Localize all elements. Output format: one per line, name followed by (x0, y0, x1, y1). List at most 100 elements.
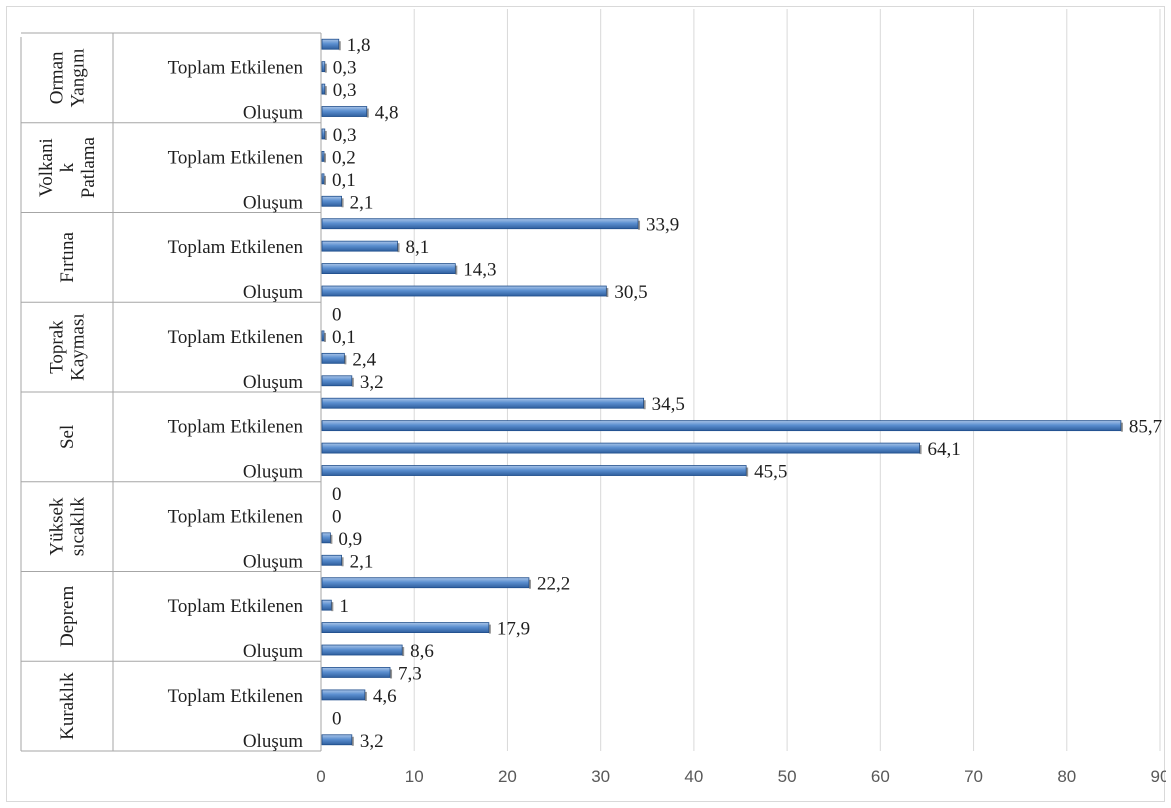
bar (321, 667, 391, 678)
bar (321, 83, 326, 95)
data-label: 1 (339, 596, 349, 617)
bar-category-label: Oluşum (243, 462, 303, 483)
data-label: 0,1 (332, 327, 356, 348)
bar-category-label: Oluşum (243, 731, 303, 752)
bar-category-label: Toplam Etkilenen (168, 686, 304, 707)
group-label: Sel (57, 425, 78, 449)
group-label: Kuraklık (57, 672, 78, 740)
bar-shadow (324, 130, 327, 140)
bar-shadow (324, 175, 326, 185)
data-label: 8,1 (406, 237, 430, 258)
group-label-line: Deprem (57, 586, 78, 647)
bar-shadow (351, 736, 354, 746)
bar-shadow (488, 624, 491, 634)
x-tick-label: 70 (964, 767, 983, 786)
bar (321, 622, 490, 633)
data-label: 64,1 (928, 439, 961, 460)
bar-category-label: Oluşum (243, 103, 303, 124)
bar-shadow (330, 534, 333, 544)
bar-shadow (351, 377, 354, 387)
bar-shadow (643, 400, 646, 410)
bar-shadow (746, 467, 749, 477)
bar-category-label: Toplam Etkilenen (168, 596, 304, 617)
bar-shadow (366, 108, 369, 118)
group-label-line: Orman (47, 51, 68, 104)
data-label: 22,2 (537, 574, 570, 595)
bar (321, 38, 340, 50)
bar-category-label: Oluşum (243, 551, 303, 572)
x-tick-label: 30 (591, 767, 610, 786)
x-tick-label: 50 (778, 767, 797, 786)
x-tick-label: 40 (684, 767, 703, 786)
data-label: 0,3 (333, 80, 357, 101)
bar (321, 734, 353, 746)
bar-shadow (397, 243, 400, 253)
bar (321, 644, 403, 656)
bar-shadow (324, 86, 327, 96)
group-label-line: Patlama (78, 136, 99, 198)
bar-shadow (390, 669, 393, 679)
bar-shadow (638, 220, 641, 230)
bar-shadow (606, 288, 609, 298)
data-label: 34,5 (652, 394, 685, 415)
data-label: 3,2 (360, 372, 384, 393)
x-tick-label: 80 (1057, 767, 1076, 786)
data-label: 17,9 (497, 619, 530, 640)
bar (321, 61, 326, 73)
bar (321, 577, 530, 589)
bar (321, 442, 920, 454)
bar-category-label: Toplam Etkilenen (168, 327, 304, 348)
data-label: 8,6 (410, 641, 434, 662)
chart-frame: 0 10 20 30 40 50 60 70 80 90 Kuraklık 3,2 Oluşum 0 4,6… (6, 6, 1166, 802)
group-label: OrmanYangını (47, 48, 89, 107)
bar-shadow (528, 579, 531, 589)
bar (321, 173, 325, 185)
bar-shadow (402, 647, 405, 657)
bar (321, 263, 456, 274)
group-label-line: Yangını (68, 48, 89, 107)
group-label-line: Volkani (36, 138, 57, 197)
bar-shadow (364, 691, 367, 701)
bar (321, 218, 639, 230)
bar (321, 240, 398, 252)
group-label: Yükseksıcaklık (47, 497, 89, 557)
bar-category-label: Toplam Etkilenen (168, 417, 304, 438)
data-label: 1,8 (347, 35, 371, 56)
bar (321, 375, 353, 387)
bar (321, 532, 331, 544)
bar-shadow (331, 602, 334, 612)
bar (321, 397, 645, 409)
bar-category-label: Oluşum (243, 282, 303, 303)
data-label: 0 (332, 708, 342, 729)
group-label: Deprem (57, 586, 78, 647)
data-label: 0 (332, 484, 342, 505)
data-label: 85,7 (1129, 417, 1162, 438)
bar-category-label: Toplam Etkilenen (168, 237, 304, 258)
data-label: 2,4 (352, 349, 376, 370)
group-label-line: k (57, 162, 78, 172)
data-label: 4,8 (375, 103, 399, 124)
x-tick-label: 90 (1151, 767, 1166, 786)
data-label: 2,1 (350, 551, 374, 572)
group-label: Fırtına (57, 231, 78, 282)
bar-category-label: Toplam Etkilenen (168, 147, 304, 168)
group-label-line: Yüksek (47, 497, 68, 556)
data-label: 2,1 (350, 192, 374, 213)
bar-shadow (919, 445, 922, 455)
bar-category-label: Oluşum (243, 192, 303, 213)
bar-category-label: Toplam Etkilenen (168, 58, 304, 79)
data-label: 45,5 (754, 462, 787, 483)
group-label-line: Fırtına (57, 231, 78, 282)
bar (321, 128, 326, 140)
x-tick-label: 60 (871, 767, 890, 786)
x-tick-label: 10 (405, 767, 424, 786)
bar-category-label: Toplam Etkilenen (168, 506, 304, 527)
bar (321, 330, 325, 342)
x-tick-label: 20 (498, 767, 517, 786)
bar (321, 599, 332, 611)
data-label: 0 (332, 304, 342, 325)
bar-shadow (455, 265, 458, 275)
data-label: 14,3 (463, 260, 496, 281)
bar-shadow (338, 41, 341, 51)
bar-shadow (324, 332, 326, 342)
